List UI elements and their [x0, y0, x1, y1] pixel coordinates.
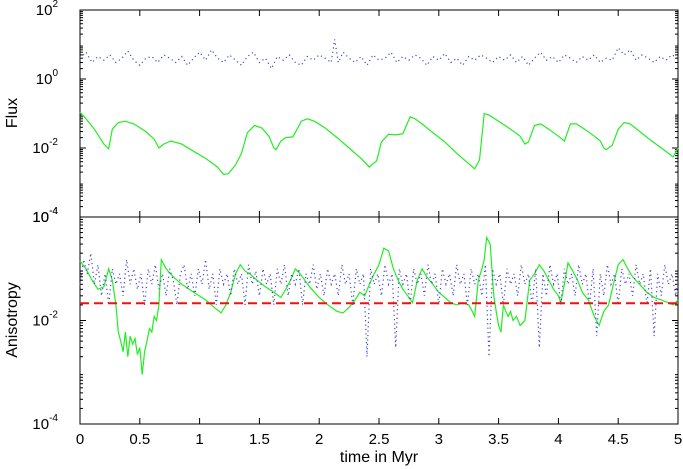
x-tick-label: 0.5 — [129, 431, 150, 448]
anisotropy-y-tick-exp: -4 — [49, 206, 58, 217]
flux-y-tick-exp: 2 — [52, 0, 58, 10]
anisotropy-y-tick-exp: -4 — [49, 413, 58, 424]
flux-plot-frame — [79, 9, 679, 218]
anisotropy-plot-frame — [79, 216, 679, 425]
x-tick-label: 4 — [554, 431, 562, 448]
x-tick-label: 2.5 — [369, 431, 390, 448]
x-tick-label: 2 — [315, 431, 323, 448]
flux-y-tick-base: 10 — [32, 209, 49, 226]
anisotropy-y-tick-exp: -2 — [49, 310, 58, 321]
flux-y-tick-base: 10 — [36, 71, 53, 88]
flux-y-label: Flux — [4, 98, 21, 128]
flux-y-tick-exp: 0 — [52, 68, 58, 79]
anisotropy-series-solid-line — [79, 235, 679, 375]
flux-y-tick-exp: -2 — [49, 137, 58, 148]
flux-y-tick-label: 102 — [36, 0, 59, 19]
anisotropy-series — [79, 235, 679, 375]
x-axis-label: time in Myr — [340, 449, 419, 466]
x-tick-label: 4.5 — [608, 431, 629, 448]
anisotropy-y-ticks: 10-410-210-4 — [32, 206, 678, 433]
anisotropy-y-tick-base: 10 — [32, 416, 49, 433]
flux-x-ticks — [79, 10, 679, 217]
flux-series-dotted-line — [79, 39, 679, 70]
x-tick-label: 3.5 — [488, 431, 509, 448]
flux-y-tick-base: 10 — [32, 140, 49, 157]
x-tick-label: 1 — [195, 431, 203, 448]
anisotropy-y-tick-base: 10 — [32, 209, 49, 226]
anisotropy-series-dotted-line — [79, 253, 679, 357]
anisotropy-y-tick-label: 10-4 — [32, 206, 58, 226]
anisotropy-y-tick-label: 10-2 — [32, 310, 58, 330]
anisotropy-panel: 10-410-210-4 0 0.5 1 1.5 2 2.5 3 3.5 4 4.5 5 Aniso… — [4, 206, 682, 466]
anisotropy-x-ticks: 0 0.5 1 1.5 2 2.5 3 3.5 4 4.5 5 — [76, 217, 682, 448]
x-tick-label: 5 — [674, 431, 682, 448]
anisotropy-y-tick-label: 10-4 — [32, 413, 58, 433]
anisotropy-y-tick-base: 10 — [32, 313, 49, 330]
flux-y-tick-label: 100 — [36, 68, 59, 88]
flux-y-tick-label: 10-2 — [32, 137, 58, 157]
flux-y-tick-base: 10 — [36, 2, 53, 19]
flux-series — [79, 39, 679, 176]
flux-y-tick-label: 10-4 — [32, 206, 58, 226]
x-tick-label: 3 — [435, 431, 443, 448]
flux-y-tick-exp: -4 — [49, 206, 58, 217]
x-tick-label: 1.5 — [249, 431, 270, 448]
flux-series-solid-line — [79, 111, 679, 176]
x-tick-label: 0 — [76, 431, 84, 448]
anisotropy-y-label: Anisotropy — [4, 282, 21, 358]
